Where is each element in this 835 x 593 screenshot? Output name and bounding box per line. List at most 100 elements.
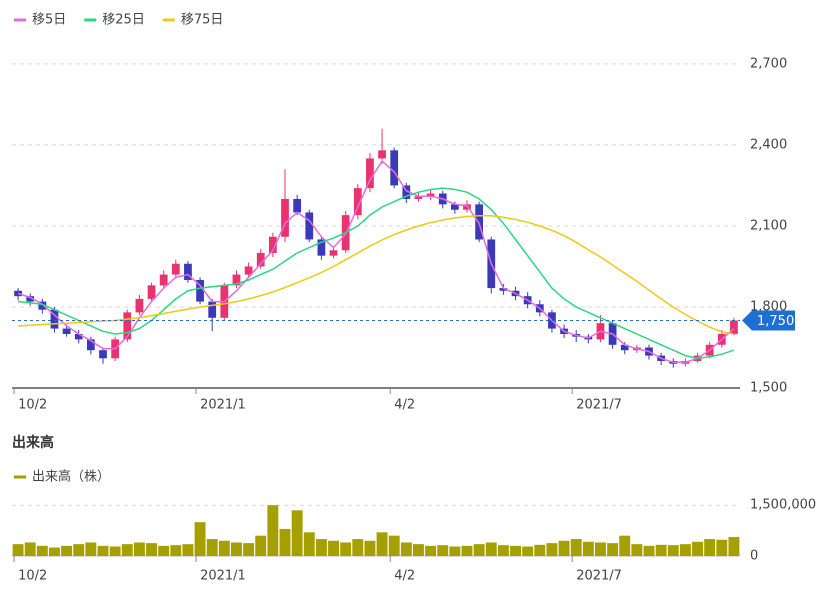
volume-bar bbox=[97, 545, 109, 556]
candle-body bbox=[402, 185, 411, 199]
candle-body bbox=[159, 274, 168, 286]
candle-body bbox=[281, 198, 289, 237]
volume-bar bbox=[352, 539, 364, 556]
candle-body bbox=[123, 312, 132, 340]
candle-body bbox=[26, 296, 35, 302]
x-tick-label: 2021/7 bbox=[576, 398, 622, 413]
volume-bar bbox=[546, 543, 558, 556]
volume-bar bbox=[400, 542, 412, 556]
x-tick-label: 10/2 bbox=[18, 569, 47, 584]
volume-bar bbox=[449, 546, 461, 556]
volume-bar bbox=[461, 545, 473, 556]
volume-bar bbox=[328, 540, 339, 556]
candle-body bbox=[463, 204, 471, 210]
volume-bar bbox=[655, 544, 667, 556]
volume-bar bbox=[522, 546, 534, 556]
volume-bar bbox=[340, 542, 352, 556]
volume-bar bbox=[728, 537, 740, 556]
candle-body bbox=[378, 150, 386, 159]
y-tick-label: 2,400 bbox=[750, 137, 787, 152]
volume-bar bbox=[194, 522, 206, 556]
candle-body bbox=[450, 204, 459, 210]
candle-body bbox=[86, 339, 95, 351]
volume-bar bbox=[158, 545, 170, 556]
volume-bar bbox=[218, 540, 230, 556]
volume-bar bbox=[109, 546, 121, 556]
x-tick-label: 2021/1 bbox=[200, 569, 246, 584]
candle-body bbox=[475, 204, 484, 240]
volume-bar bbox=[704, 539, 716, 556]
x-tick-label: 2021/7 bbox=[576, 569, 622, 584]
volume-bar bbox=[182, 544, 194, 556]
x-tick-label: 10/2 bbox=[18, 398, 47, 413]
volume-bar bbox=[595, 542, 606, 556]
volume-bar bbox=[24, 542, 36, 556]
volume-bar bbox=[631, 544, 643, 556]
candle-body bbox=[329, 250, 338, 256]
volume-bar bbox=[716, 539, 728, 556]
candle-body bbox=[14, 290, 22, 297]
candle-body bbox=[730, 320, 738, 334]
volume-bar bbox=[607, 543, 619, 556]
candle-body bbox=[366, 158, 374, 189]
volume-bar bbox=[61, 545, 73, 556]
y-tick-label: 2,100 bbox=[750, 218, 787, 233]
volume-bar bbox=[425, 545, 437, 556]
volume-bar bbox=[36, 545, 48, 556]
last-price-tag bbox=[742, 310, 795, 331]
candle-body bbox=[62, 328, 71, 334]
volume-bar bbox=[376, 532, 388, 556]
volume-bar bbox=[279, 528, 291, 556]
y-tick-label: 2,700 bbox=[750, 56, 787, 71]
volume-bar bbox=[570, 539, 582, 556]
volume-bar bbox=[12, 544, 24, 556]
candle-body bbox=[99, 350, 107, 359]
x-tick-label: 4/2 bbox=[394, 569, 415, 584]
volume-bar bbox=[510, 545, 521, 556]
candle-body bbox=[499, 288, 508, 291]
volume-title: 出来高 bbox=[12, 434, 54, 451]
moving-average-line bbox=[18, 187, 735, 360]
volume-bar bbox=[49, 547, 60, 556]
volume-bar bbox=[473, 544, 485, 556]
candle-body bbox=[232, 274, 241, 286]
moving-average-line bbox=[18, 214, 735, 335]
volume-bar bbox=[534, 544, 546, 556]
volume-bar bbox=[267, 505, 279, 556]
legend-label: 移5日 bbox=[32, 13, 66, 28]
volume-bar bbox=[497, 545, 509, 556]
candle-body bbox=[353, 188, 362, 216]
candle-body bbox=[171, 263, 180, 275]
volume-bar bbox=[643, 545, 655, 556]
volume-bar bbox=[73, 544, 85, 556]
candle-body bbox=[268, 236, 277, 253]
y-tick-label: 1,500,000 bbox=[750, 498, 816, 513]
candle-body bbox=[293, 198, 302, 213]
volume-bar bbox=[243, 543, 255, 556]
candle-body bbox=[426, 193, 435, 197]
volume-bar bbox=[255, 535, 267, 556]
candle-body bbox=[184, 263, 192, 280]
volume-bar bbox=[303, 532, 315, 556]
volume-bar bbox=[437, 545, 449, 556]
volume-bar bbox=[146, 543, 157, 556]
volume-bar bbox=[667, 545, 679, 556]
candle-body bbox=[256, 252, 265, 267]
volume-bar bbox=[121, 544, 133, 556]
volume-bar bbox=[485, 542, 497, 556]
candle-body bbox=[147, 285, 156, 299]
volume-bar bbox=[582, 541, 594, 556]
volume-bar bbox=[85, 542, 97, 556]
candle-body bbox=[305, 212, 314, 240]
candle-body bbox=[208, 301, 217, 318]
volume-bar bbox=[364, 540, 376, 556]
candle-body bbox=[414, 196, 423, 199]
volume-bar bbox=[170, 545, 182, 556]
volume-bar bbox=[413, 544, 424, 556]
volume-bar bbox=[558, 540, 570, 556]
candle-body bbox=[74, 333, 83, 340]
volume-bar bbox=[692, 541, 703, 556]
moving-average-line bbox=[17, 159, 735, 364]
y-tick-label: 1,500 bbox=[750, 381, 787, 396]
